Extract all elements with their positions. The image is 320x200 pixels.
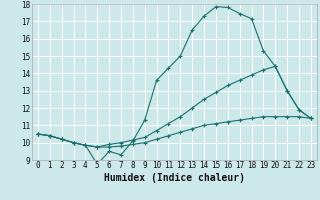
X-axis label: Humidex (Indice chaleur): Humidex (Indice chaleur) (104, 173, 245, 183)
